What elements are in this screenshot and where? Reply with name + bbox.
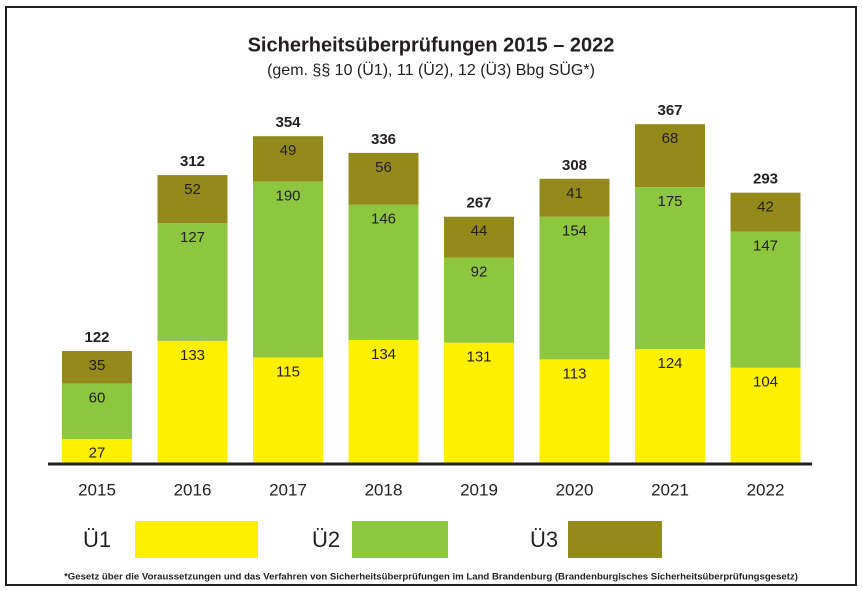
bar-segment: [635, 187, 705, 350]
total-label: 293: [753, 171, 778, 188]
total-label: 354: [275, 114, 301, 131]
total-label: 336: [371, 131, 396, 148]
data-label: 44: [471, 223, 488, 240]
data-label: 175: [657, 193, 682, 210]
legend-label: Ü2: [312, 527, 340, 552]
x-tick-label: 2018: [365, 480, 403, 499]
footnote: *Gesetz über die Voraussetzungen und das…: [64, 572, 798, 583]
data-label: 154: [562, 223, 587, 240]
frame: [5, 6, 857, 586]
bar-segment: [348, 204, 419, 340]
total-label: 308: [562, 157, 587, 174]
bar-segment: [253, 357, 323, 464]
x-tick-label: 2020: [556, 480, 594, 499]
x-tick-label: 2019: [460, 480, 498, 499]
data-label: 113: [563, 365, 587, 382]
x-tick-label: 2017: [269, 480, 307, 499]
data-label: 147: [753, 238, 778, 255]
bar-segment: [348, 339, 419, 464]
data-label: 131: [466, 349, 491, 366]
bar-segment: [444, 257, 514, 343]
data-label: 52: [184, 181, 201, 198]
x-tick-label: 2016: [174, 480, 212, 499]
data-label: 146: [371, 211, 396, 228]
data-label: 41: [566, 185, 583, 202]
chart-subtitle: (gem. §§ 10 (Ü1), 11 (Ü2), 12 (Ü3) Bbg S…: [267, 61, 595, 79]
data-label: 115: [276, 363, 300, 380]
total-label: 267: [466, 195, 491, 212]
data-label: 127: [180, 229, 205, 246]
chart-title: Sicherheitsüberprüfungen 2015 – 2022: [248, 34, 615, 56]
data-label: 56: [375, 159, 392, 176]
bar-segment: [539, 359, 610, 464]
bar-segment: [730, 192, 801, 232]
bar-segment: [62, 438, 132, 464]
data-label: 60: [89, 389, 106, 406]
bar-segment: [62, 383, 132, 439]
bar-segment: [157, 223, 228, 341]
bar-segment: [348, 152, 419, 205]
bar-segment: [635, 349, 705, 464]
x-tick-label: 2022: [747, 480, 785, 499]
data-label: 27: [89, 444, 106, 461]
total-label: 367: [657, 102, 682, 119]
x-tick-label: 2015: [78, 480, 116, 499]
data-label: 42: [757, 199, 774, 216]
data-label: 92: [471, 263, 488, 280]
data-label: 133: [180, 347, 205, 364]
legend-label: Ü1: [83, 527, 111, 552]
bar-segment: [62, 351, 132, 384]
bar-segment: [444, 216, 514, 258]
legend-label: Ü3: [530, 527, 558, 552]
bar-segment: [157, 340, 228, 464]
data-label: 134: [371, 346, 396, 363]
data-label: 35: [89, 357, 106, 374]
total-label: 312: [180, 153, 205, 170]
total-label: 122: [84, 329, 109, 346]
bar-segment: [444, 342, 514, 464]
bar-segment: [157, 175, 228, 224]
data-label: 104: [753, 374, 778, 391]
bar-segment: [730, 231, 801, 368]
bar-segment: [253, 181, 323, 358]
bar-segment: [539, 216, 610, 360]
x-tick-label: 2021: [651, 480, 689, 499]
data-label: 49: [280, 142, 297, 159]
data-label: 68: [662, 130, 679, 147]
bar-segment: [253, 136, 323, 182]
bar-segment: [730, 367, 801, 464]
data-label: 124: [657, 355, 682, 372]
bar-segment: [539, 178, 610, 217]
legend-swatch: [135, 521, 258, 558]
bar-segment: [635, 124, 705, 188]
legend-swatch: [352, 521, 448, 558]
data-label: 190: [275, 188, 300, 205]
legend-swatch: [568, 521, 662, 558]
